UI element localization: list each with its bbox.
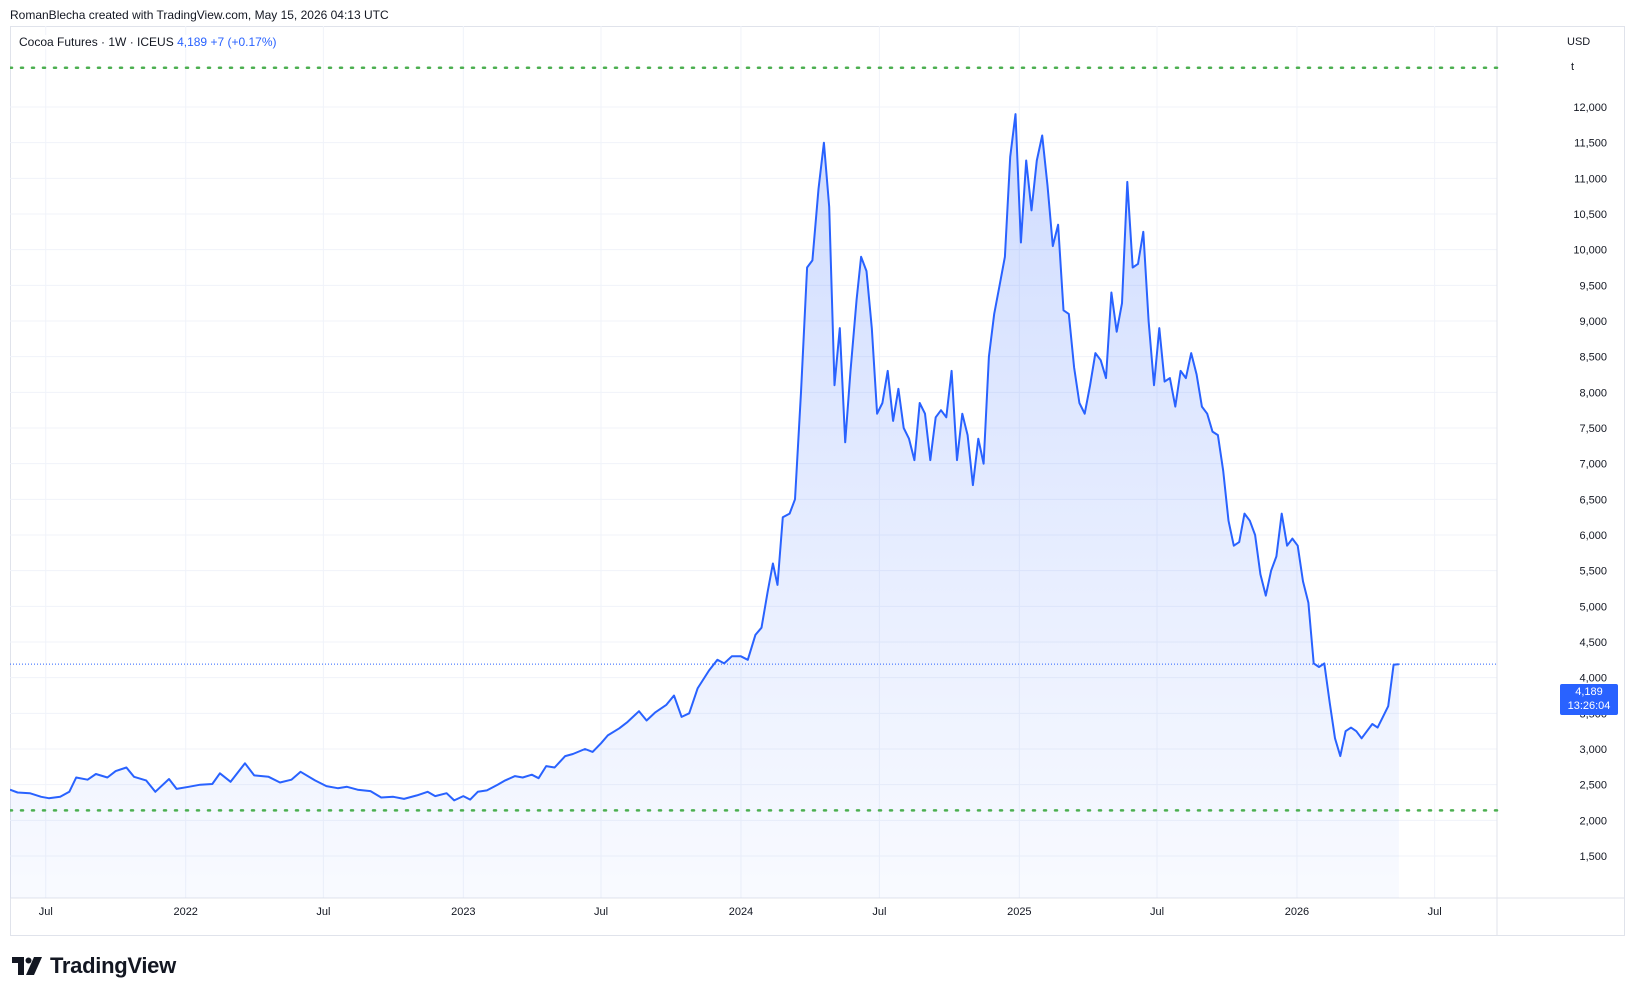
last-price-tag: 4,189 13:26:04 (1560, 684, 1618, 715)
y-tick-label: 4,000 (1579, 673, 1607, 685)
y-tick-label: 6,000 (1579, 530, 1607, 542)
brand-name: TradingView (50, 953, 176, 978)
y-tick-label: 9,000 (1579, 316, 1607, 328)
symbol-label[interactable]: Cocoa Futures · 1W · ICEUS (19, 35, 174, 49)
y-tick-label: 5,500 (1579, 566, 1607, 578)
y-tick-label: 3,000 (1579, 744, 1607, 756)
y-tick-label: 1,500 (1579, 851, 1607, 863)
unit-label[interactable]: t (1571, 61, 1575, 73)
y-tick-label: 7,500 (1579, 423, 1607, 435)
y-tick-label: 11,500 (1574, 138, 1607, 150)
y-tick-label: 8,500 (1579, 352, 1607, 364)
x-tick-label: Jul (872, 906, 886, 918)
x-tick-label: 2024 (729, 906, 753, 918)
price-change: +7 (+0.17%) (210, 35, 277, 49)
x-tick-label: 2022 (173, 906, 197, 918)
last-value: 4,189 (177, 35, 208, 49)
y-tick-label: 9,500 (1579, 280, 1607, 292)
price-series-line[interactable] (10, 113, 1399, 802)
y-tick-label: 10,000 (1573, 245, 1607, 257)
y-tick-label: 11,000 (1574, 173, 1607, 185)
last-price-value: 4,189 (1575, 686, 1603, 698)
x-tick-label: Jul (594, 906, 608, 918)
x-tick-label: 2026 (1285, 906, 1309, 918)
price-area-fill (10, 114, 1399, 899)
y-tick-label: 2,000 (1579, 815, 1607, 827)
created-with-caption: RomanBlecha created with TradingView.com… (10, 8, 389, 22)
y-tick-label: 10,500 (1573, 209, 1607, 221)
symbol-legend[interactable]: Cocoa Futures · 1W · ICEUS 4,189 +7 (+0.… (19, 35, 281, 49)
x-tick-label: Jul (1150, 906, 1164, 918)
x-tick-label: 2025 (1007, 906, 1031, 918)
y-tick-label: 4,500 (1579, 637, 1607, 649)
x-tick-label: 2023 (451, 906, 475, 918)
y-tick-label: 5,000 (1579, 601, 1607, 613)
y-tick-label: 8,000 (1579, 387, 1607, 399)
tradingview-logo-icon (12, 957, 42, 975)
bar-countdown: 13:26:04 (1567, 700, 1611, 712)
x-tick-label: Jul (316, 906, 330, 918)
y-tick-label: 6,500 (1579, 494, 1607, 506)
tradingview-logo[interactable]: TradingView (12, 953, 176, 979)
x-tick-label: Jul (1428, 906, 1442, 918)
y-tick-label: 12,000 (1573, 102, 1607, 114)
chart-frame (10, 26, 1625, 936)
y-tick-label: 7,000 (1579, 459, 1607, 471)
x-tick-label: Jul (39, 906, 53, 918)
y-tick-label: 2,500 (1579, 780, 1607, 792)
price-chart[interactable]: 1,5002,0002,5003,0003,5004,0004,5005,000… (10, 26, 1625, 936)
currency-label[interactable]: USD (1567, 36, 1591, 48)
